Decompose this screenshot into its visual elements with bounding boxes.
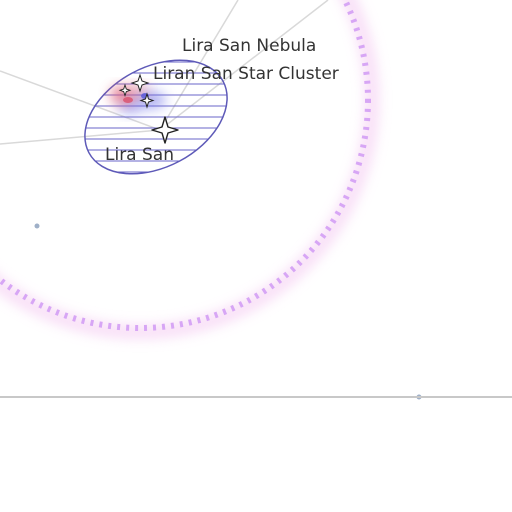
nebula-label[interactable]: Lira San Nebula — [182, 36, 316, 56]
hyperlane-route[interactable] — [159, 0, 329, 131]
hyperlane-route[interactable] — [0, 129, 161, 145]
small-star-icon[interactable] — [139, 92, 155, 109]
territory-border[interactable] — [0, 0, 379, 339]
cluster-markers — [118, 73, 155, 109]
nebula-cloud[interactable] — [110, 84, 166, 114]
nebula-region[interactable] — [60, 37, 250, 197]
hyperlane-route[interactable] — [0, 70, 161, 131]
system-label[interactable]: Lira San — [105, 145, 174, 165]
hyperlane-route[interactable] — [159, 0, 239, 131]
region-outline — [84, 59, 228, 175]
four-point-star-icon[interactable] — [151, 116, 179, 144]
hyperlane-routes — [0, 0, 329, 145]
small-star-icon[interactable] — [118, 83, 132, 98]
waypoint-dot[interactable] — [34, 223, 40, 229]
small-star-icon[interactable] — [130, 73, 150, 93]
cluster-label[interactable]: Liran San Star Cluster — [153, 64, 339, 84]
